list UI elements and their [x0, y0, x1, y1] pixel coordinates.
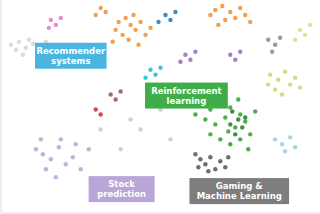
svg-text:Machine Learning: Machine Learning	[197, 191, 282, 201]
svg-text:Gaming &: Gaming &	[216, 181, 264, 191]
svg-text:prediction: prediction	[97, 189, 146, 199]
svg-text:Stock: Stock	[108, 179, 135, 189]
svg-text:Reinforcement: Reinforcement	[151, 86, 222, 96]
svg-text:Recommender: Recommender	[36, 46, 106, 56]
svg-text:learning: learning	[167, 96, 207, 106]
svg-text:systems: systems	[51, 56, 90, 66]
